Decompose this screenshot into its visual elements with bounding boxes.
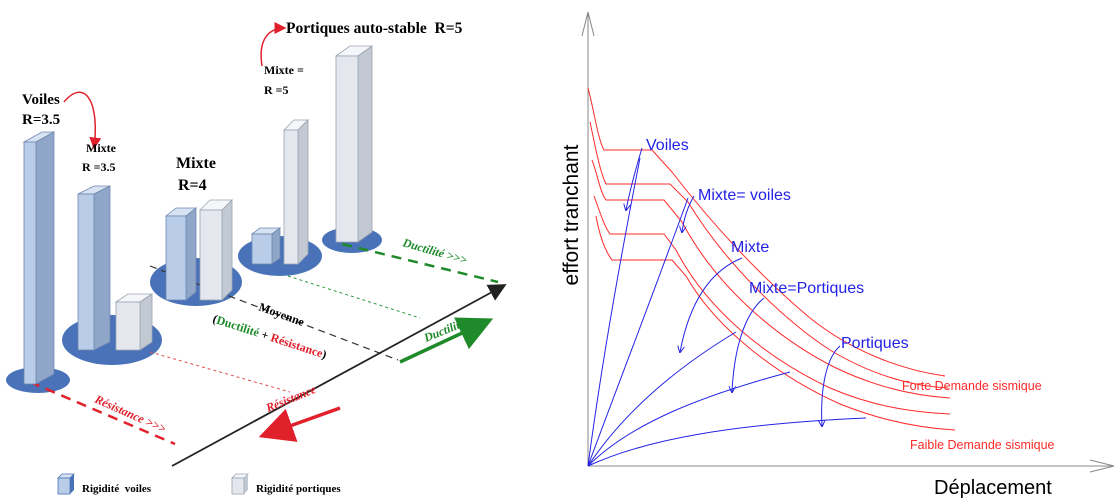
capacity-curve-mixte-voiles (587, 197, 689, 467)
demand-curve-5 (595, 215, 956, 431)
pointer-portiques (822, 345, 841, 426)
right-panel-capacity-demand-plot: effort tranchant Déplacement Voil (560, 11, 1115, 499)
curve-pointers (626, 147, 841, 426)
column-voiles (22, 131, 56, 385)
capacity-curve-mixte (587, 331, 737, 467)
demand-curve-4 (593, 195, 951, 415)
curl-arrow-portiques (260, 22, 287, 67)
curve-label-voiles: Voiles (646, 137, 689, 154)
x-axis-arrowhead (1089, 459, 1115, 473)
demand-curve-1 (587, 87, 946, 377)
column-mixte-1 (77, 185, 154, 351)
legend-voiles-label: Rigidité voiles (82, 483, 152, 495)
y-axis-arrowhead (581, 11, 595, 37)
guide-dotted-green (287, 275, 421, 319)
demand-label-forte: Forte Demande sismique (902, 379, 1042, 393)
main-diagonal-axis (171, 284, 507, 467)
pointer-mixte-portiques (732, 297, 765, 392)
demand-curve-3 (591, 159, 951, 399)
label-portiques-auto-stable: Portiques auto-stable R=5 (286, 20, 463, 37)
pointer-mixte-voiles (682, 195, 695, 232)
column-portiques (334, 45, 374, 243)
moyenne-paren-close: ) (320, 347, 328, 362)
legend-portiques-swatch (231, 473, 249, 495)
legend-portiques-label: Rigidité portiques (256, 483, 341, 495)
label-moyenne: Moyenne (257, 300, 307, 330)
moyenne-dashed-line (149, 265, 399, 361)
label-resistance-bottom: Résistance >>> (92, 392, 168, 436)
moyenne-ductilite: Ductilité (215, 313, 262, 340)
capacity-curve-voiles (587, 157, 641, 467)
pointer-mixte (680, 257, 743, 352)
legend-voiles-swatch (57, 473, 75, 495)
moyenne-plus: + (257, 326, 274, 343)
curve-label-mixte-portiques: Mixte=Portiques (749, 280, 864, 297)
curve-label-portiques: Portiques (841, 335, 909, 352)
column-mixte-3 (250, 119, 309, 265)
y-axis-label: effort tranchant (560, 144, 583, 285)
pointer-voiles (626, 147, 643, 210)
label-mixte-2: Mixte (176, 155, 216, 172)
left-panel-structural-systems: Voiles R=3.5 Mixte R =3.5 Mixte R=4 Mixt… (6, 20, 507, 495)
label-mixte-1: Mixte (86, 141, 117, 155)
x-axis-label: Déplacement (934, 477, 1052, 499)
ductility-dashed-line (341, 242, 499, 284)
demand-curves (587, 87, 956, 431)
label-moyenne-detail: (Ductilité + Résistance) (211, 312, 328, 362)
column-mixte-2 (164, 199, 233, 301)
curl-arrow-voiles (63, 91, 102, 150)
moyenne-paren-open: ( (211, 312, 219, 327)
resistance-dashed-line (29, 380, 176, 446)
ductility-arrow (399, 317, 494, 364)
legend: Rigidité voiles Rigidité portiques (57, 473, 341, 495)
moyenne-resistance: Résistance (269, 330, 325, 360)
label-mixte-3-r: R =5 (264, 83, 289, 97)
demand-label-faible: Faible Demande sismique (910, 438, 1055, 452)
capacity-curves (587, 157, 867, 467)
demand-curve-2 (589, 121, 949, 389)
label-mixte-1-r: R =3.5 (82, 160, 116, 174)
capacity-curve-portiques (587, 417, 867, 467)
guide-dotted-red (149, 351, 291, 393)
curve-label-mixte: Mixte (731, 239, 769, 256)
capacity-curve-mixte-portiques (587, 371, 791, 467)
label-voiles: Voiles (22, 92, 60, 108)
curve-label-mixte-voiles: Mixte= voiles (698, 187, 791, 204)
resistance-arrow (258, 406, 341, 442)
label-mixte-3: Mixte = (264, 63, 304, 77)
label-voiles-r: R=3.5 (22, 112, 60, 128)
label-mixte-2-r: R=4 (178, 177, 207, 194)
label-ductilite-top: Ductilité >>> (400, 235, 469, 267)
